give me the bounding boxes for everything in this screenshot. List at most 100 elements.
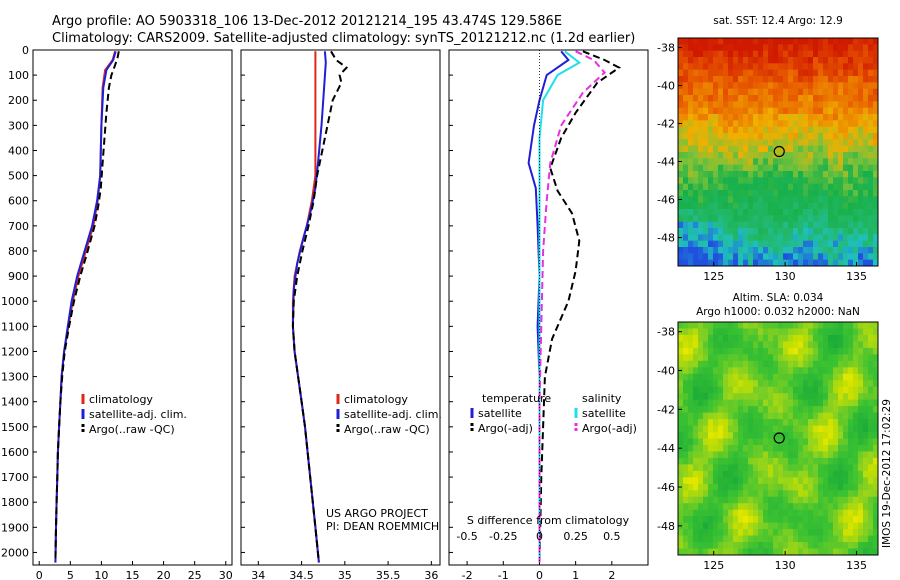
map-cell xyxy=(828,464,834,472)
map-cell xyxy=(788,101,794,109)
map-cell xyxy=(703,44,709,52)
map-cell xyxy=(843,101,849,109)
map-cell xyxy=(858,490,864,498)
map-cell xyxy=(748,253,754,261)
map-cell xyxy=(813,44,819,52)
map-cell xyxy=(733,341,739,349)
map-cell xyxy=(838,202,844,210)
map-cell xyxy=(778,120,784,128)
map-cell xyxy=(813,490,819,498)
map-cell xyxy=(868,542,874,550)
map-cell xyxy=(848,399,854,407)
map-cell xyxy=(798,470,804,478)
map-cell xyxy=(768,209,774,216)
map-cell xyxy=(738,44,744,52)
map-cell xyxy=(758,509,764,517)
map-cell xyxy=(733,177,739,185)
map-cell xyxy=(863,101,869,109)
s-difference-label: S difference from climatology xyxy=(467,514,630,527)
map-cell xyxy=(748,126,754,134)
map-cell xyxy=(813,483,819,491)
map-cell xyxy=(773,347,779,355)
map-cell xyxy=(848,341,854,349)
map-cell xyxy=(693,477,699,485)
map-cell xyxy=(813,107,819,115)
map-cell xyxy=(758,347,764,355)
map-cell xyxy=(748,190,754,197)
map-cell xyxy=(693,373,699,381)
map-cell xyxy=(753,477,759,485)
map-cell xyxy=(748,457,754,465)
map-cell xyxy=(763,548,769,556)
map-cell xyxy=(768,432,774,439)
map-cell xyxy=(838,432,844,439)
map-cell xyxy=(838,483,844,491)
map-cell xyxy=(753,177,759,185)
map-cell xyxy=(833,69,839,77)
map-cell xyxy=(873,496,879,504)
map-cell xyxy=(713,240,719,248)
map-cell xyxy=(688,88,694,96)
map-cell xyxy=(838,373,844,381)
map-cell xyxy=(743,483,749,491)
map-cell xyxy=(758,406,764,414)
map-cell xyxy=(783,354,789,362)
map-cell xyxy=(788,548,794,556)
map-cell xyxy=(823,259,829,267)
map-cell xyxy=(728,247,734,254)
map-cell xyxy=(778,209,784,216)
map-cell xyxy=(768,215,774,223)
map-cell xyxy=(713,542,719,550)
map-cell xyxy=(708,145,714,153)
map-cell xyxy=(703,438,709,446)
map-cell xyxy=(833,542,839,550)
map-cell xyxy=(723,44,729,52)
map-cell xyxy=(823,360,829,368)
s-tick-label: 0.25 xyxy=(563,530,588,543)
map-cell xyxy=(688,470,694,478)
map-cell xyxy=(753,253,759,261)
map-cell xyxy=(683,253,689,261)
map-cell xyxy=(678,516,684,524)
map-cell xyxy=(823,477,829,485)
map-cell xyxy=(753,516,759,524)
map-cell xyxy=(703,69,709,77)
map-cell xyxy=(863,259,869,267)
map-cell xyxy=(793,44,799,52)
map-cell xyxy=(713,490,719,498)
map-cell xyxy=(773,328,779,336)
map-cell xyxy=(778,347,784,355)
map-cell xyxy=(798,367,804,375)
map-cell xyxy=(788,503,794,511)
map-cell xyxy=(753,380,759,388)
map-cell xyxy=(838,76,844,83)
map-cell xyxy=(683,490,689,498)
map-cell xyxy=(838,215,844,223)
map-cell xyxy=(743,76,749,83)
map-cell xyxy=(863,164,869,172)
map-cell xyxy=(843,164,849,172)
map-cell xyxy=(848,334,854,342)
map-cell xyxy=(858,360,864,368)
map-cell xyxy=(858,470,864,478)
map-cell xyxy=(843,529,849,537)
map-cell xyxy=(778,380,784,388)
map-cell xyxy=(703,152,709,159)
map-cell xyxy=(798,76,804,83)
map-cell xyxy=(828,360,834,368)
map-cell xyxy=(748,548,754,556)
map-cell xyxy=(793,457,799,465)
map-cell xyxy=(828,386,834,394)
map-cell xyxy=(793,464,799,472)
map-cell xyxy=(768,240,774,248)
map-cell xyxy=(823,234,829,242)
map-cell xyxy=(783,158,789,166)
map-cell xyxy=(743,503,749,511)
map-cell xyxy=(833,38,839,45)
map-cell xyxy=(868,88,874,96)
map-cell xyxy=(778,399,784,407)
map-cell xyxy=(728,139,734,147)
map-cell xyxy=(863,444,869,452)
map-cell xyxy=(773,334,779,342)
map-cell xyxy=(818,483,824,491)
